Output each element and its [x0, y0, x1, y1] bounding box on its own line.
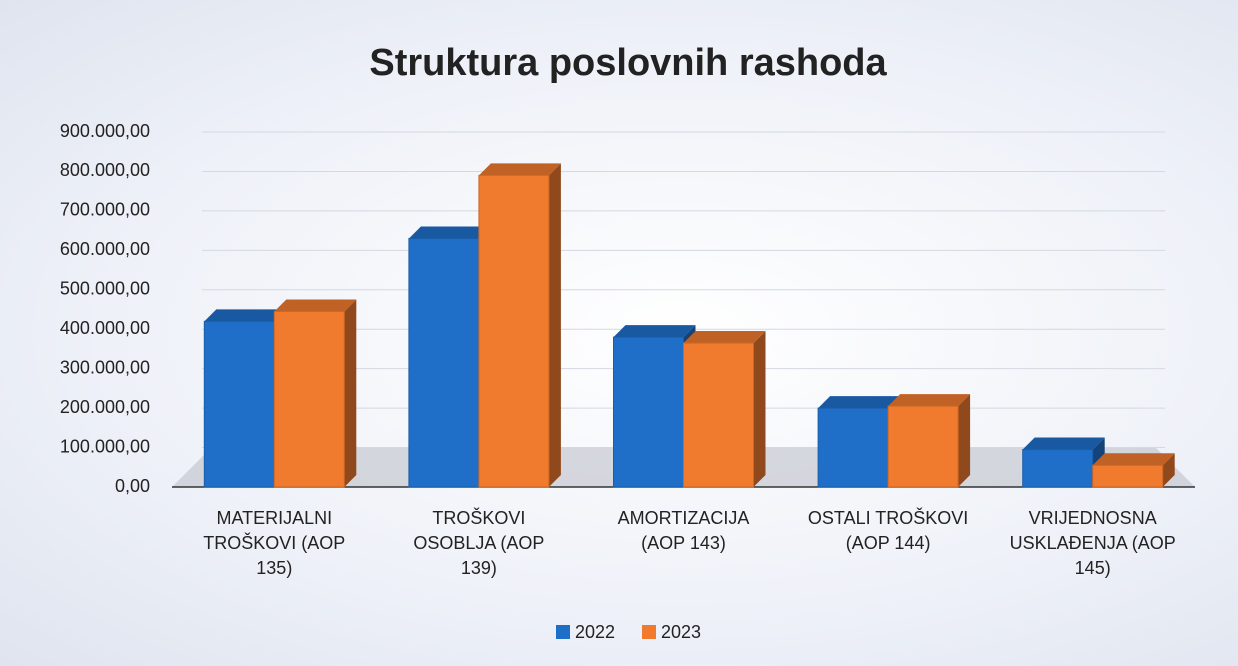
bar-top — [1092, 453, 1175, 466]
bar-side — [548, 163, 561, 487]
bar — [1092, 464, 1164, 488]
x-tick-label: VRIJEDNOSNA USKLAĐENJA (AOP 145) — [1009, 508, 1176, 578]
bar-side — [753, 331, 766, 487]
bar — [1022, 449, 1094, 488]
bar — [613, 336, 684, 488]
y-tick-label: 100.000,00 — [60, 436, 150, 456]
bar-top — [1022, 437, 1105, 450]
y-tick-label: 500.000,00 — [60, 279, 150, 299]
y-tick-label: 900.000,00 — [60, 121, 150, 141]
bar-top — [683, 331, 766, 344]
bar-side — [1162, 453, 1175, 487]
bar-side — [344, 299, 357, 487]
y-tick-label: 0,00 — [115, 476, 150, 496]
bar — [203, 320, 275, 488]
bar — [408, 238, 480, 488]
x-tick-label: AMORTIZACIJA (AOP 143) — [617, 508, 750, 553]
bar-top — [408, 226, 491, 239]
x-tick-label: TROŠKOVI OSOBLJA (AOP 139) — [413, 508, 545, 578]
bar — [887, 405, 959, 488]
y-tick-label: 200.000,00 — [60, 397, 150, 417]
bar-top — [613, 325, 696, 338]
x-tick-label: MATERIJALNI TROŠKOVI (AOP 135) — [203, 508, 346, 578]
bar — [273, 310, 345, 488]
legend-swatch — [556, 625, 570, 639]
bar-top — [818, 396, 901, 409]
bar-top — [888, 394, 971, 407]
y-tick-label: 400.000,00 — [60, 318, 150, 338]
bar — [817, 407, 889, 488]
y-tick-label: 800.000,00 — [60, 160, 150, 180]
x-tick-label: OSTALI TROŠKOVI (AOP 144) — [807, 508, 969, 553]
legend-label: 2022 — [575, 622, 615, 642]
bar-top — [204, 309, 287, 322]
y-tick-label: 700.000,00 — [60, 200, 150, 220]
y-tick-label: 300.000,00 — [60, 357, 150, 377]
legend-swatch — [642, 625, 656, 639]
bar — [478, 174, 550, 488]
y-tick-label: 600.000,00 — [60, 239, 150, 259]
legend-label: 2023 — [661, 622, 701, 642]
bar-side — [958, 394, 971, 487]
bar — [683, 342, 754, 488]
chart-title: Struktura poslovnih rashoda — [369, 42, 887, 84]
bar-top — [478, 163, 561, 176]
bar-top — [274, 299, 357, 312]
